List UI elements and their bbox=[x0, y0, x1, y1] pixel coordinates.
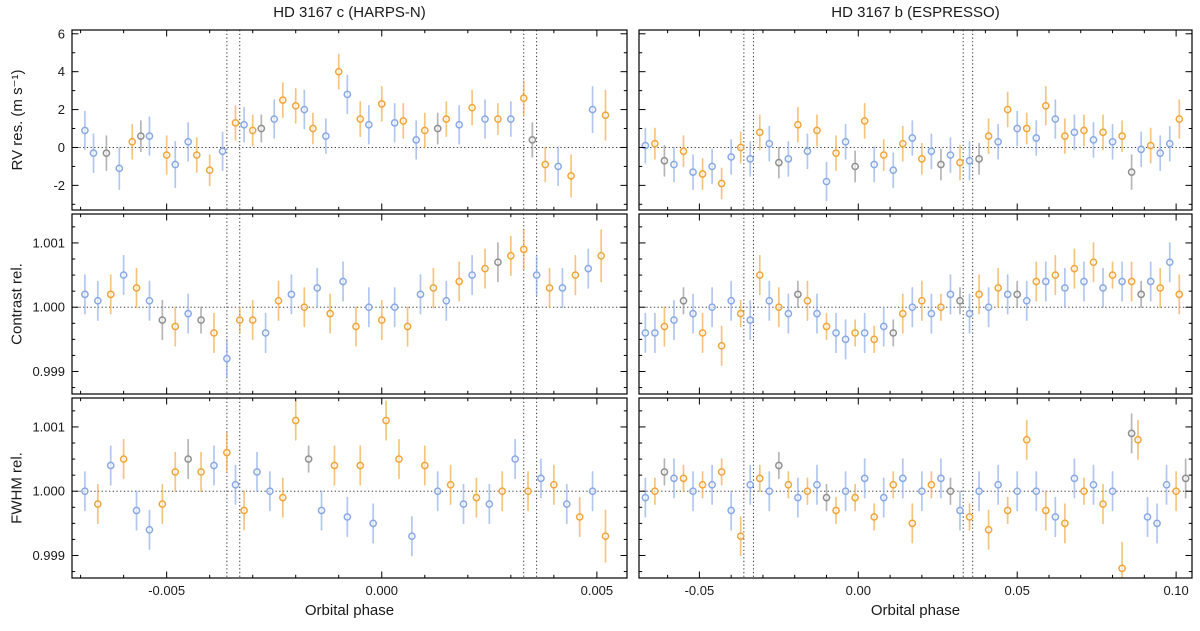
series-blue bbox=[81, 248, 593, 379]
panel-rv-harpsn: -2 0 2 4 6 bbox=[53, 26, 628, 211]
series-gray bbox=[158, 242, 502, 341]
y-tick-label: 2 bbox=[58, 102, 65, 117]
series-gray bbox=[184, 438, 313, 480]
panel-contrast-espresso bbox=[638, 213, 1193, 395]
y-tick-label: -2 bbox=[53, 178, 65, 193]
axis-ticks bbox=[72, 214, 627, 394]
reference-lines bbox=[639, 214, 1192, 394]
reference-lines bbox=[72, 398, 627, 578]
data-points bbox=[641, 242, 1184, 366]
x-tick-label: 0.005 bbox=[581, 583, 614, 598]
series-gray bbox=[679, 280, 1145, 347]
series-gray bbox=[660, 142, 1136, 191]
series-gray bbox=[660, 413, 1190, 512]
y-axis-label-contrast: Contrast rel. bbox=[8, 263, 26, 345]
panel-rv-espresso bbox=[638, 29, 1193, 211]
y-axis-label-fwhm: FWHM rel. bbox=[8, 452, 26, 524]
reference-lines bbox=[72, 30, 627, 210]
axis-ticks bbox=[639, 214, 1192, 394]
x-tick-label: -0.005 bbox=[148, 583, 185, 598]
series-orange bbox=[128, 53, 610, 198]
panel-frame bbox=[71, 29, 628, 211]
y-tick-label: 1.001 bbox=[32, 235, 65, 250]
panel-frame bbox=[638, 397, 1193, 579]
y-axis-label-rv-res: RV res. (m s⁻¹) bbox=[9, 69, 26, 171]
y-tick-label: 1.001 bbox=[32, 419, 65, 434]
y-tick-label: 1.000 bbox=[32, 300, 65, 315]
column-title-harpsn: HD 3167 c (HARPS-N) bbox=[273, 4, 426, 21]
panel-frame bbox=[71, 397, 628, 579]
y-tick-label: 4 bbox=[58, 64, 65, 79]
reference-lines bbox=[72, 214, 627, 394]
series-orange bbox=[660, 242, 1184, 366]
series-orange bbox=[651, 419, 1180, 578]
axis-ticks bbox=[72, 398, 627, 578]
panel-fwhm-harpsn: -0.005 0.000 0.005 0.999 1.000 1.001 bbox=[32, 397, 628, 598]
reference-lines bbox=[639, 398, 1192, 578]
y-tick-label: 1.000 bbox=[32, 484, 65, 499]
x-tick-label: 0.10 bbox=[1163, 583, 1188, 598]
y-tick-label: 0 bbox=[58, 140, 65, 155]
series-orange bbox=[93, 400, 610, 563]
panel-fwhm-espresso: -0.05 0.00 0.05 0.10 bbox=[638, 397, 1193, 598]
x-tick-label: 0.05 bbox=[1005, 583, 1030, 598]
series-blue bbox=[641, 458, 1171, 544]
series-blue bbox=[641, 99, 1174, 202]
reference-lines bbox=[639, 30, 1192, 210]
data-points bbox=[81, 400, 610, 563]
x-axis-label-right: Orbital phase bbox=[870, 602, 961, 619]
x-tick-label: 0.00 bbox=[846, 583, 871, 598]
series-blue bbox=[81, 438, 597, 557]
data-points bbox=[641, 85, 1184, 202]
data-points bbox=[641, 413, 1190, 578]
data-points bbox=[81, 53, 610, 198]
panel-contrast-harpsn: 0.999 1.000 1.001 bbox=[32, 213, 628, 395]
series-blue bbox=[641, 242, 1174, 360]
y-tick-label: 0.999 bbox=[32, 364, 65, 379]
x-axis-label-left: Orbital phase bbox=[304, 602, 395, 619]
x-tick-label: -0.05 bbox=[685, 583, 715, 598]
series-gray bbox=[102, 112, 537, 172]
panel-frame bbox=[71, 213, 628, 395]
series-blue bbox=[81, 74, 597, 191]
axis-ticks bbox=[639, 398, 1192, 578]
x-tick-label: 0.000 bbox=[365, 583, 398, 598]
panel-frame bbox=[638, 29, 1193, 211]
series-orange bbox=[106, 229, 606, 354]
column-title-espresso: HD 3167 b (ESPRESSO) bbox=[831, 4, 1000, 21]
y-tick-label: 0.999 bbox=[32, 548, 65, 563]
panel-frame bbox=[638, 213, 1193, 395]
axis-ticks bbox=[72, 30, 627, 210]
data-points bbox=[81, 229, 606, 379]
series-orange bbox=[651, 85, 1184, 200]
y-tick-label: 6 bbox=[58, 26, 65, 41]
